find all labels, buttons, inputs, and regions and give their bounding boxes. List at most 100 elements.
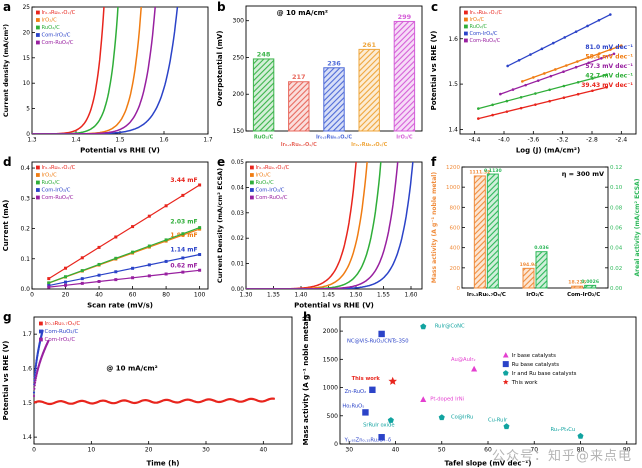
svg-text:20: 20 — [145, 447, 153, 454]
svg-text:3.44 mF: 3.44 mF — [170, 177, 197, 184]
svg-text:0.10: 0.10 — [610, 185, 623, 191]
svg-text:58.4 mV dec⁻¹: 58.4 mV dec⁻¹ — [585, 53, 633, 60]
svg-text:5: 5 — [26, 107, 30, 113]
panel-c: c -4.4 -4.0 -3.6 -3.2 -2.8 -2.4 1.4 1.5 1.6 Log (… — [428, 0, 642, 155]
panel-b: b 150 200 250 300 Overpotential (mV) 248 RuO₂/… — [214, 0, 428, 155]
svg-text:RuO₂/C: RuO₂/C — [42, 180, 61, 186]
svg-text:IrO₂/C: IrO₂/C — [470, 17, 485, 23]
svg-text:Com-IrO₂/C: Com-IrO₂/C — [42, 188, 71, 194]
svg-text:Ir₀.₃Ru₀.₇Oₓ/C: Ir₀.₃Ru₀.₇Oₓ/C — [470, 10, 503, 16]
svg-text:Cu-RuIr: Cu-RuIr — [488, 418, 508, 424]
svg-text:1.55: 1.55 — [377, 293, 390, 299]
panel-a: a 1.3 1.4 1.5 1.6 1.7 0 5 10 15 20 25 Potential vs … — [0, 0, 214, 155]
svg-text:80: 80 — [162, 292, 170, 299]
svg-text:Com-RuO₂/C: Com-RuO₂/C — [256, 195, 288, 201]
svg-text:0: 0 — [32, 447, 36, 454]
svg-text:1.3: 1.3 — [27, 138, 37, 144]
svg-text:0.08: 0.08 — [610, 205, 623, 211]
watermark-text: 公众号：知乎@来点电 — [491, 449, 632, 464]
svg-text:0.036: 0.036 — [534, 245, 549, 251]
svg-text:Au@AuIr₂: Au@AuIr₂ — [451, 357, 476, 363]
svg-text:40: 40 — [260, 447, 268, 454]
svg-text:0: 0 — [334, 441, 338, 448]
svg-text:Ir base catalysts: Ir base catalysts — [512, 353, 556, 359]
svg-text:@ 10 mA/cm²: @ 10 mA/cm² — [106, 364, 157, 372]
svg-text:1.4: 1.4 — [22, 434, 32, 441]
svg-text:70: 70 — [530, 447, 538, 454]
svg-text:0.1: 0.1 — [20, 256, 30, 263]
svg-text:1.30: 1.30 — [240, 293, 253, 299]
svg-text:20: 20 — [23, 30, 31, 36]
svg-text:IrO₂/C: IrO₂/C — [526, 292, 544, 298]
svg-text:IrO₂/C: IrO₂/C — [396, 135, 413, 141]
svg-text:0.00: 0.00 — [610, 286, 623, 292]
svg-text:η = 300 mV: η = 300 mV — [562, 170, 604, 178]
svg-text:Overpotential (mV): Overpotential (mV) — [216, 30, 224, 106]
svg-text:200: 200 — [450, 266, 461, 272]
svg-text:25: 25 — [23, 5, 31, 11]
svg-text:50: 50 — [438, 447, 446, 454]
svg-text:0.1130: 0.1130 — [484, 168, 502, 174]
svg-text:-2.4: -2.4 — [615, 137, 627, 144]
svg-text:1.6: 1.6 — [448, 36, 458, 43]
svg-text:1111.32: 1111.32 — [469, 169, 490, 175]
svg-text:IrO₂/C: IrO₂/C — [256, 173, 272, 179]
svg-text:0.00: 0.00 — [231, 287, 244, 293]
svg-text:1.14 mF: 1.14 mF — [170, 247, 197, 254]
svg-text:60: 60 — [484, 447, 492, 454]
svg-text:Ir₀.₃Ru₀.₇Oₓ/C: Ir₀.₃Ru₀.₇Oₓ/C — [467, 292, 506, 298]
svg-text:600: 600 — [450, 226, 461, 232]
svg-text:Mass activity (A g⁻¹ noble met: Mass activity (A g⁻¹ noble metal) — [431, 172, 438, 283]
svg-text:Potential vs RHE (V): Potential vs RHE (V) — [80, 147, 160, 155]
svg-text:Y₁.₈₅Zn₀.₁₅Ru₂O₇₋δ: Y₁.₈₅Zn₀.₁₅Ru₂O₇₋δ — [344, 437, 392, 443]
svg-text:Current density (mA/cm²): Current density (mA/cm²) — [2, 24, 10, 117]
svg-text:1.4: 1.4 — [71, 138, 81, 144]
svg-text:1.60: 1.60 — [405, 293, 418, 299]
svg-text:0: 0 — [30, 292, 34, 299]
svg-text:1.50: 1.50 — [350, 293, 363, 299]
panel-a-letter: a — [3, 0, 12, 14]
svg-text:Com-IrO₂/C: Com-IrO₂/C — [567, 292, 600, 298]
chart-panel-a-lsv: 1.3 1.4 1.5 1.6 1.7 0 5 10 15 20 25 Potential vs RH… — [2, 5, 213, 155]
svg-text:0.0026: 0.0026 — [581, 279, 599, 285]
svg-text:10: 10 — [88, 447, 96, 454]
svg-text:0.12: 0.12 — [610, 165, 622, 171]
svg-text:299: 299 — [398, 13, 412, 21]
svg-text:SrRuIr oxide: SrRuIr oxide — [363, 423, 394, 429]
svg-text:2.03 mF: 2.03 mF — [170, 219, 197, 226]
svg-text:Ir₀.₃Ru₀.₇Oₓ/C: Ir₀.₃Ru₀.₇Oₓ/C — [281, 142, 317, 148]
svg-text:0.0: 0.0 — [20, 286, 30, 293]
svg-text:Com-RuO₂/C: Com-RuO₂/C — [470, 38, 501, 44]
svg-text:194.94: 194.94 — [520, 262, 538, 268]
svg-text:250: 250 — [233, 54, 245, 61]
svg-text:Com-IrO₂/C: Com-IrO₂/C — [470, 31, 498, 37]
chart-panel-b-overpotential-bars: 150 200 250 300 Overpotential (mV) 248 RuO₂/C 2… — [216, 5, 423, 148]
svg-text:0.05: 0.05 — [231, 160, 244, 166]
svg-text:Ir₀.₃Ru₀.₇Oₓ/C: Ir₀.₃Ru₀.₇Oₓ/C — [42, 10, 76, 16]
svg-text:RuO₂/C: RuO₂/C — [42, 25, 61, 31]
svg-text:0.03: 0.03 — [231, 211, 244, 217]
svg-text:0.01: 0.01 — [231, 262, 244, 268]
svg-text:1.5: 1.5 — [448, 81, 458, 88]
svg-text:@ 10 mA/cm²: @ 10 mA/cm² — [277, 9, 328, 17]
svg-text:RuO₂/C: RuO₂/C — [256, 180, 275, 186]
svg-text:1.4: 1.4 — [448, 126, 458, 133]
svg-text:-3.6: -3.6 — [527, 137, 539, 144]
chart-panel-f-activity-bars: 0 200 400 600 800 1000 1200 0.00 0.02 0.04 0.06 0.0… — [431, 165, 641, 298]
svg-text:Com-RuO₂/C: Com-RuO₂/C — [45, 329, 79, 335]
svg-text:Zn-RuO₂: Zn-RuO₂ — [345, 389, 367, 395]
svg-text:Ir₀.₃Ru₀.₇Oₓ/C: Ir₀.₃Ru₀.₇Oₓ/C — [256, 165, 290, 171]
svg-text:Current (mA): Current (mA) — [2, 200, 10, 252]
panel-f: f 0 200 400 600 800 1000 1200 0.00 0.02 0.04 0.06 0… — [428, 155, 642, 310]
svg-text:800: 800 — [450, 205, 461, 211]
svg-text:RuO₂/C: RuO₂/C — [254, 135, 274, 141]
svg-text:Co@IrRu: Co@IrRu — [451, 415, 473, 421]
panel-d-letter: d — [3, 155, 12, 169]
svg-text:0: 0 — [457, 286, 461, 292]
figure-row-3: g 0 10 20 30 40 1.4 1.5 1.6 1.7 Time (h) Potential… — [0, 310, 642, 468]
svg-text:30: 30 — [345, 447, 353, 454]
svg-text:0.02: 0.02 — [610, 266, 622, 272]
svg-text:236: 236 — [327, 59, 341, 67]
svg-text:1.35: 1.35 — [267, 293, 280, 299]
